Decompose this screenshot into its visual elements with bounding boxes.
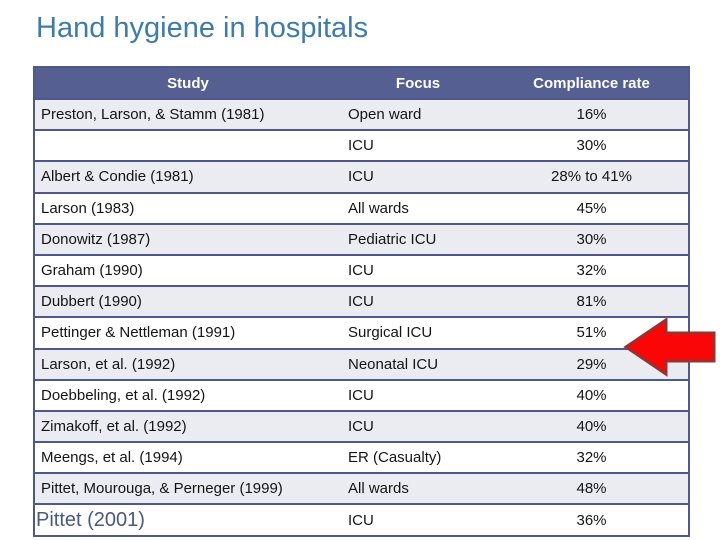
- focus-cell: All wards: [341, 191, 495, 224]
- table-row: Larson (1983) All wards 45%: [33, 191, 690, 224]
- table-row: Pittet, Mourouga, & Perneger (1999) All …: [33, 472, 690, 505]
- table-header: Study Focus Compliance rate: [33, 66, 690, 100]
- table-row: Dubbert (1990) ICU 81%: [33, 285, 690, 318]
- focus-cell: ER (Casualty): [341, 441, 495, 474]
- table-row: ICU 36%: [33, 503, 690, 537]
- rate-cell: 30%: [495, 222, 690, 255]
- study-cell: Albert & Condie (1981): [33, 160, 341, 193]
- study-cell: Dubbert (1990): [33, 285, 341, 318]
- table-row: Pettinger & Nettleman (1991) Surgical IC…: [33, 316, 690, 349]
- table-row: ICU 30%: [33, 129, 690, 162]
- rate-cell: 16%: [495, 97, 690, 131]
- table-body: Preston, Larson, & Stamm (1981) Open war…: [33, 97, 690, 537]
- rate-cell: 81%: [495, 285, 690, 318]
- study-cell: [33, 503, 341, 537]
- source-citation: Pittet (2001): [36, 509, 145, 531]
- rate-cell: 32%: [495, 253, 690, 287]
- table-row: Zimakoff, et al. (1992) ICU 40%: [33, 409, 690, 443]
- study-cell: Preston, Larson, & Stamm (1981): [33, 97, 341, 131]
- rate-cell: 48%: [495, 472, 690, 505]
- study-cell: Larson (1983): [33, 191, 341, 224]
- rate-cell: 36%: [495, 503, 690, 537]
- study-cell: Pittet, Mourouga, & Perneger (1999): [33, 472, 341, 505]
- rate-cell: 45%: [495, 191, 690, 224]
- red-arrow-icon: [620, 315, 716, 379]
- rate-cell: 32%: [495, 441, 690, 474]
- table-row: Doebbeling, et al. (1992) ICU 40%: [33, 378, 690, 411]
- focus-cell: ICU: [341, 160, 495, 193]
- column-header-study: Study: [33, 66, 341, 100]
- table-row: Preston, Larson, & Stamm (1981) Open war…: [33, 97, 690, 131]
- focus-cell: Pediatric ICU: [341, 222, 495, 255]
- red-arrow-svg: [623, 317, 716, 377]
- study-cell: Zimakoff, et al. (1992): [33, 409, 341, 443]
- column-header-focus: Focus: [341, 66, 495, 100]
- focus-cell: ICU: [341, 129, 495, 162]
- table-row: Donowitz (1987) Pediatric ICU 30%: [33, 222, 690, 255]
- rate-cell: 40%: [495, 378, 690, 411]
- focus-cell: ICU: [341, 378, 495, 411]
- rate-cell: 28% to 41%: [495, 160, 690, 193]
- focus-cell: Open ward: [341, 97, 495, 131]
- table-row: Albert & Condie (1981) ICU 28% to 41%: [33, 160, 690, 193]
- study-cell: Doebbeling, et al. (1992): [33, 378, 341, 411]
- focus-cell: ICU: [341, 285, 495, 318]
- rate-cell: 40%: [495, 409, 690, 443]
- table-row: Meengs, et al. (1994) ER (Casualty) 32%: [33, 441, 690, 474]
- study-cell: Donowitz (1987): [33, 222, 341, 255]
- table-row-highlighted: Larson, et al. (1992) Neonatal ICU 29%: [33, 347, 690, 380]
- study-cell: Pettinger & Nettleman (1991): [33, 316, 341, 349]
- page-title: Hand hygiene in hospitals: [36, 12, 369, 44]
- table-row: Graham (1990) ICU 32%: [33, 253, 690, 287]
- study-cell: [33, 129, 341, 162]
- focus-cell: ICU: [341, 253, 495, 287]
- study-cell: Larson, et al. (1992): [33, 347, 341, 380]
- focus-cell: Neonatal ICU: [341, 347, 495, 380]
- focus-cell: All wards: [341, 472, 495, 505]
- focus-cell: ICU: [341, 503, 495, 537]
- rate-cell: 29%: [495, 347, 690, 380]
- study-cell: Graham (1990): [33, 253, 341, 287]
- red-arrow-shape: [623, 317, 716, 377]
- focus-cell: Surgical ICU: [341, 316, 495, 349]
- focus-cell: ICU: [341, 409, 495, 443]
- study-cell: Meengs, et al. (1994): [33, 441, 341, 474]
- compliance-table: Study Focus Compliance rate Preston, Lar…: [33, 66, 690, 537]
- column-header-compliance-rate: Compliance rate: [495, 66, 690, 100]
- rate-cell: 30%: [495, 129, 690, 162]
